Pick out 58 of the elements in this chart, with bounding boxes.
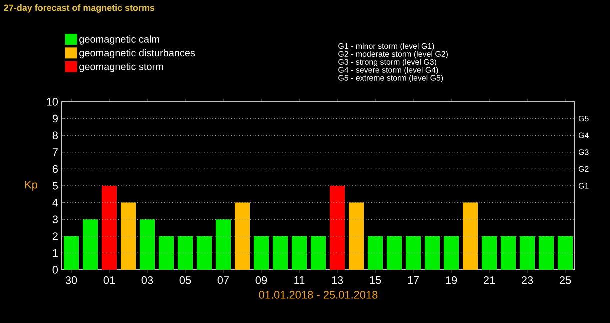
x-tick-label: 25 xyxy=(560,276,572,284)
bar xyxy=(330,186,346,270)
bar xyxy=(140,220,155,270)
x-tick-label: 23 xyxy=(522,276,534,284)
y-tick-label: 3 xyxy=(52,216,58,224)
x-tick-label: 01 xyxy=(104,276,116,284)
bar xyxy=(83,220,98,270)
y-tick-label: 10 xyxy=(47,98,58,106)
y-tick-label: 2 xyxy=(52,232,58,240)
bar xyxy=(235,202,250,270)
y-tick-label: 8 xyxy=(52,132,58,140)
y-tick-label: 4 xyxy=(52,199,58,207)
x-tick-label: 17 xyxy=(408,276,420,284)
bar xyxy=(482,236,498,270)
x-tick-label: 21 xyxy=(484,276,496,284)
bar xyxy=(159,236,174,270)
bar xyxy=(520,236,536,270)
bar xyxy=(444,236,460,270)
bar xyxy=(539,236,554,270)
bar xyxy=(64,236,79,270)
bar xyxy=(254,236,270,270)
bar xyxy=(368,236,384,270)
bar xyxy=(197,236,212,270)
legend-label: geomagnetic calm xyxy=(80,36,160,45)
x-tick-label: 05 xyxy=(180,276,192,284)
y-axis-title: Kp xyxy=(25,181,38,191)
bar xyxy=(292,236,308,270)
y-tick-label: 7 xyxy=(52,148,58,156)
x-tick-label: 11 xyxy=(294,276,305,284)
y-tick-label: 0 xyxy=(52,266,58,274)
bar xyxy=(349,202,364,270)
bar xyxy=(406,236,422,270)
legend-label: geomagnetic storm xyxy=(80,63,164,72)
chart-title: 27-day forecast of magnetic storms xyxy=(4,4,155,13)
bar xyxy=(558,236,574,270)
bar xyxy=(178,236,193,270)
bar xyxy=(121,202,136,270)
y-tick-label: 1 xyxy=(53,249,58,257)
y-tick-label: 5 xyxy=(52,182,58,190)
bar xyxy=(387,236,402,270)
bar xyxy=(501,236,516,270)
bar xyxy=(311,236,326,270)
x-tick-label: 09 xyxy=(256,276,268,284)
x-tick-label: 13 xyxy=(332,276,344,284)
bar xyxy=(216,220,231,270)
x-tick-label: 07 xyxy=(218,276,230,284)
bar xyxy=(273,236,288,270)
bar xyxy=(425,236,440,270)
legend-label: geomagnetic disturbances xyxy=(80,49,196,59)
y-tick-label: 9 xyxy=(52,114,58,123)
x-tick-label: 19 xyxy=(446,276,458,284)
x-tick-label: 30 xyxy=(66,276,78,284)
y-tick-label: 6 xyxy=(52,165,58,174)
x-tick-label: 03 xyxy=(142,276,154,284)
bar xyxy=(102,186,117,270)
bar xyxy=(463,202,478,270)
x-axis-title: 01.01.2018 - 25.01.2018 xyxy=(259,291,378,299)
x-tick-label: 15 xyxy=(370,276,382,284)
